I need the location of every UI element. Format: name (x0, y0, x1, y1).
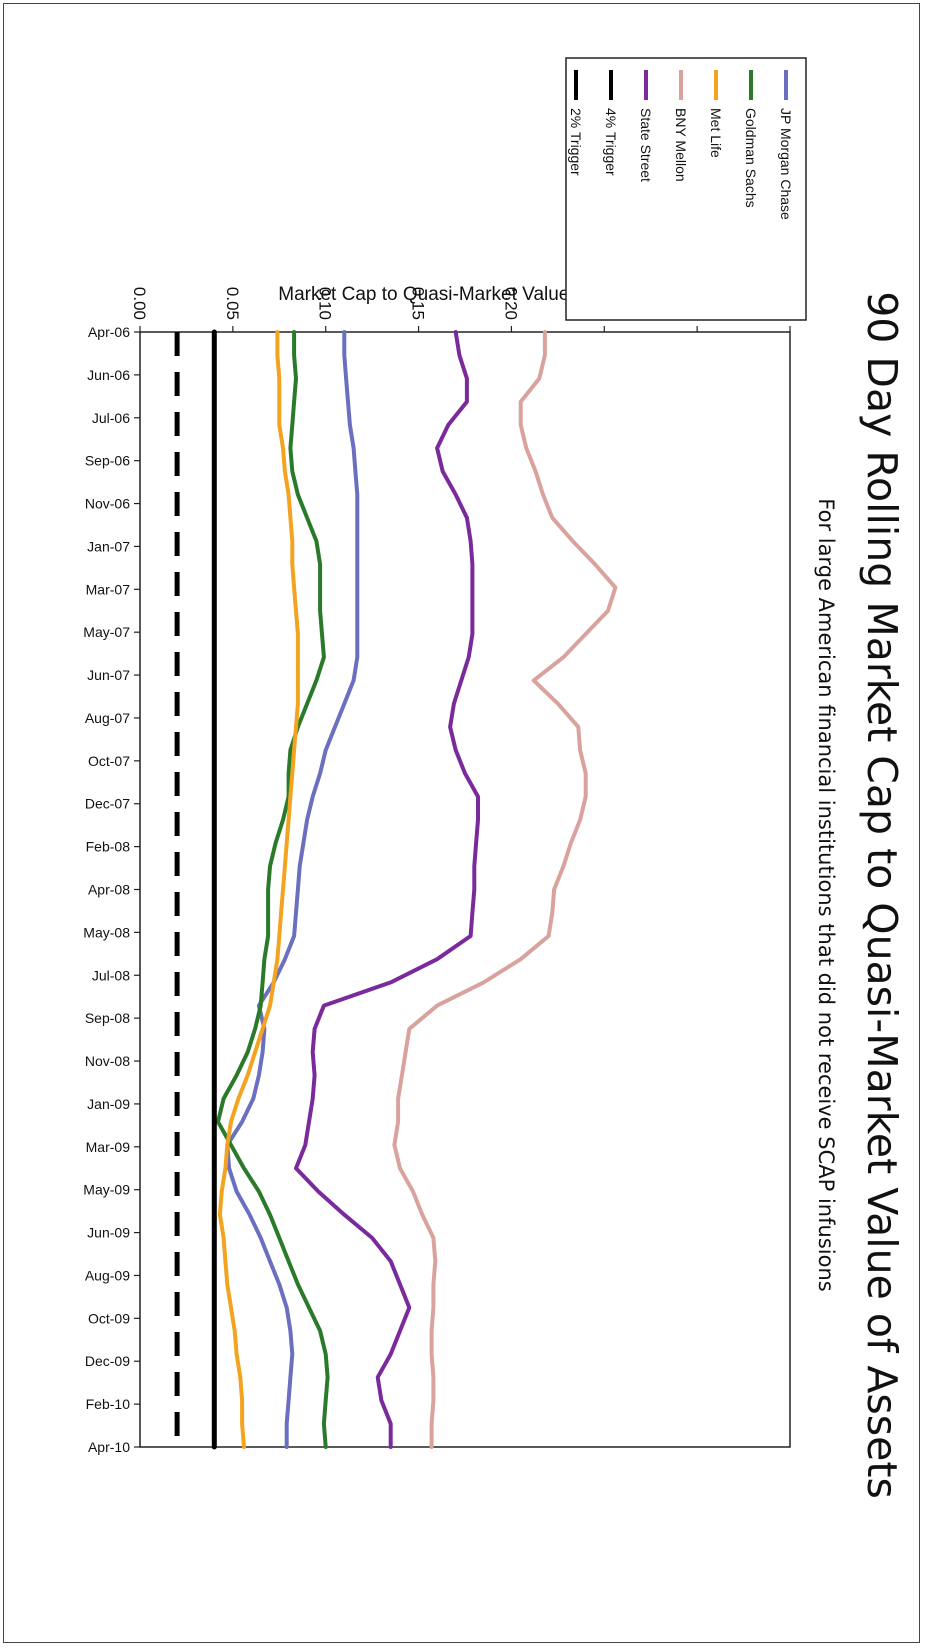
x-tick-label: Dec-09 (85, 1353, 130, 1369)
legend: JP Morgan Chase Goldman Sachs Met Life BNY … (568, 70, 794, 220)
y-tick-label: 0.20 (501, 287, 520, 320)
y-tick-label: 0.15 (409, 287, 428, 320)
legend-label: JP Morgan Chase (778, 108, 794, 220)
x-tick-label: Apr-06 (88, 324, 130, 340)
x-tick-label: Jan-07 (87, 538, 130, 554)
x-tick-label: May-08 (83, 924, 130, 940)
x-tick-label: Apr-10 (88, 1439, 130, 1455)
legend-label: BNY Mellon (673, 108, 689, 182)
x-tick-label: Sep-08 (85, 1010, 130, 1026)
x-tick-label: Jan-09 (87, 1096, 130, 1112)
legend-label: Goldman Sachs (743, 108, 759, 208)
legend-label: State Street (638, 108, 654, 182)
y-axis-label: Market Cap to Quasi-Market Value of Asse… (278, 284, 651, 305)
x-tick-label: Dec-07 (85, 796, 130, 812)
series-line-4 (294, 330, 480, 1449)
x-tick-label: Jun-06 (87, 367, 130, 383)
y-tick-label: 0.00 (130, 287, 149, 320)
legend-label: 2% Trigger (568, 108, 584, 176)
chart-title: 90 Day Rolling Market Cap to Quasi-Marke… (858, 291, 906, 1499)
y-tick-label: 0.05 (223, 287, 242, 320)
x-tick-label: Jul-06 (92, 410, 130, 426)
x-tick-label: Feb-10 (86, 1396, 131, 1412)
y-tick-label: 0.10 (316, 287, 335, 320)
x-tick-label: Nov-08 (85, 1053, 130, 1069)
x-tick-label: Aug-07 (85, 710, 130, 726)
legend-label: Met Life (708, 108, 724, 158)
legend-label: 4% Trigger (603, 108, 619, 176)
x-tick-label: May-07 (83, 624, 130, 640)
series-line-1 (216, 330, 330, 1449)
x-tick-label: Mar-07 (86, 581, 131, 597)
x-tick-label: Apr-08 (88, 882, 130, 898)
x-tick-label: Aug-09 (85, 1267, 130, 1283)
x-tick-label: Oct-07 (88, 753, 130, 769)
series-line-2 (217, 330, 300, 1449)
x-tick-label: Oct-09 (88, 1310, 130, 1326)
x-tick-label: Feb-08 (86, 839, 131, 855)
x-tick-label: Mar-09 (86, 1139, 131, 1155)
legend-box (565, 57, 807, 321)
chart-subtitle: For large American financial institution… (814, 498, 838, 1291)
x-tick-label: Jun-07 (87, 667, 130, 683)
x-tick-label: Jun-09 (87, 1225, 130, 1241)
series-line-3 (392, 330, 618, 1449)
x-tick-label: May-09 (83, 1182, 130, 1198)
plot-area (139, 331, 791, 1448)
x-tick-label: Jul-08 (92, 967, 130, 983)
series-line-0 (225, 330, 360, 1449)
figure-border (3, 3, 920, 1643)
x-tick-label: Sep-06 (85, 453, 130, 469)
series-lines (174, 329, 618, 1450)
x-axis-ticks: Apr-06 Jun-06 Jul-06 Sep-06 Nov-06 Jan-07 Mar-… (83, 324, 140, 1455)
x-tick-label: Nov-06 (85, 496, 130, 512)
